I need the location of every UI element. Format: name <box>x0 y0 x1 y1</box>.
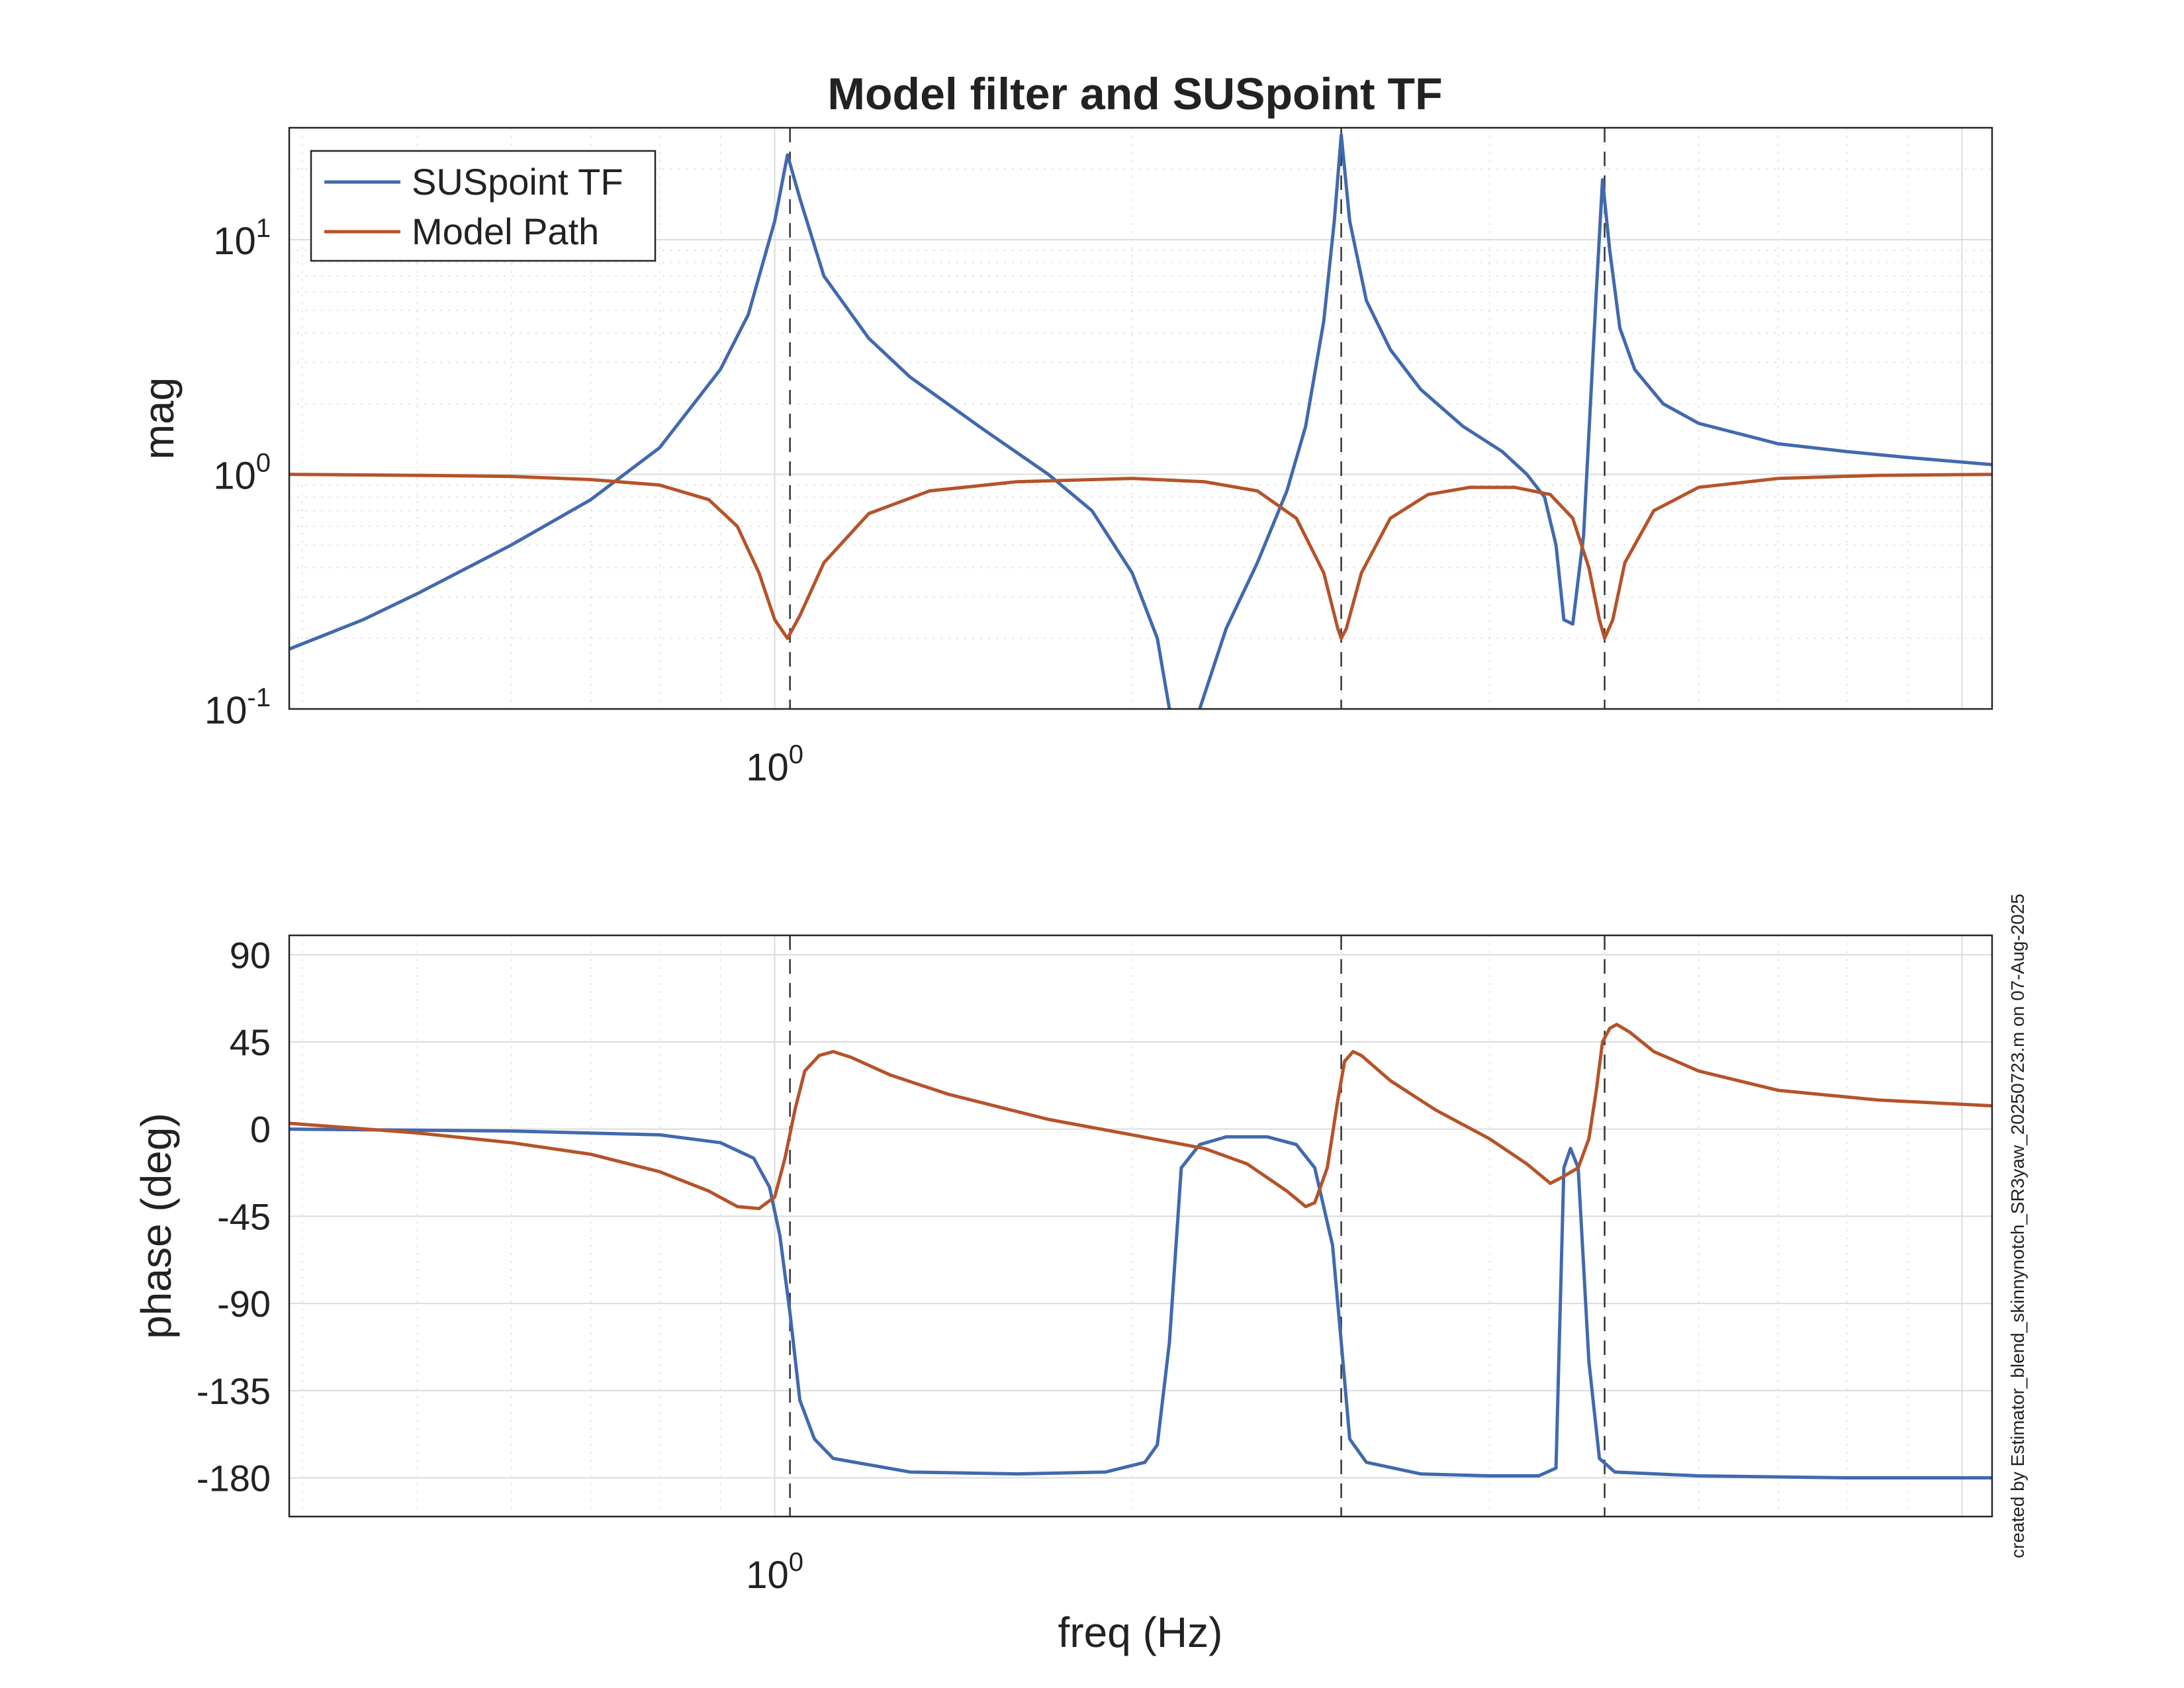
phase-y-tick-label: 90 <box>230 934 271 976</box>
magnitude-axes: 10-1 100 101 100 mag SUSpoint TF Model Pat… <box>135 126 1993 789</box>
magnitude-x-tick-labels: 100 <box>746 740 803 789</box>
mag-series-susp <box>289 133 1992 709</box>
mag-series-model <box>289 473 1992 640</box>
phase-x-tick-label: 100 <box>746 1548 803 1597</box>
footnote-credit: created by Estimator_blend_skinnynotch_S… <box>2007 894 2028 1558</box>
legend[interactable]: SUSpoint TF Model Path <box>310 150 657 262</box>
phase-x-tick-labels: 100 <box>746 1548 803 1597</box>
chart-title: Model filter and SUSpoint TF <box>827 69 1442 119</box>
phase-y-tick-label: -135 <box>197 1370 271 1412</box>
phase-y-tick-label: -45 <box>217 1196 271 1237</box>
phase-resonance-markers <box>789 935 1606 1517</box>
phase-grid <box>289 935 1992 1517</box>
magnitude-y-axis-label: mag <box>135 377 183 460</box>
legend-label-model: Model Path <box>412 211 599 252</box>
magnitude-resonance-markers <box>789 128 1606 709</box>
legend-label-susp: SUSpoint TF <box>412 161 623 203</box>
legend-box <box>310 150 657 262</box>
phase-y-tick-label: 45 <box>230 1021 271 1063</box>
phase-y-tick-label: -90 <box>217 1283 271 1325</box>
phase-y-axis-label: phase (deg) <box>132 1113 180 1339</box>
phase-y-tick-label: -180 <box>197 1457 271 1499</box>
phase-y-tick-label: 0 <box>250 1109 271 1150</box>
phase-axes-box <box>288 934 1993 1518</box>
phase-y-tick-labels: 90 45 0 -45 -90 -135 -180 <box>197 934 271 1499</box>
phase-series <box>289 1023 1992 1479</box>
phase-axes: 90 45 0 -45 -90 -135 -180 100 phase (deg) freq… <box>132 934 1993 1656</box>
magnitude-y-tick-labels: 10-1 100 101 <box>205 214 271 732</box>
magnitude-series <box>289 133 1992 709</box>
phase-x-axis-label: freq (Hz) <box>1058 1609 1223 1656</box>
phase-series-model <box>289 1023 1992 1211</box>
magnitude-axes-box <box>288 126 1993 710</box>
phase-plot-area <box>289 935 1992 1517</box>
mag-y-tick-label: 101 <box>213 214 271 263</box>
mag-x-tick-label: 100 <box>746 740 803 789</box>
phase-series-susp <box>289 1127 1992 1479</box>
mag-y-tick-label: 10-1 <box>205 683 271 732</box>
mag-y-tick-label: 100 <box>213 449 271 498</box>
